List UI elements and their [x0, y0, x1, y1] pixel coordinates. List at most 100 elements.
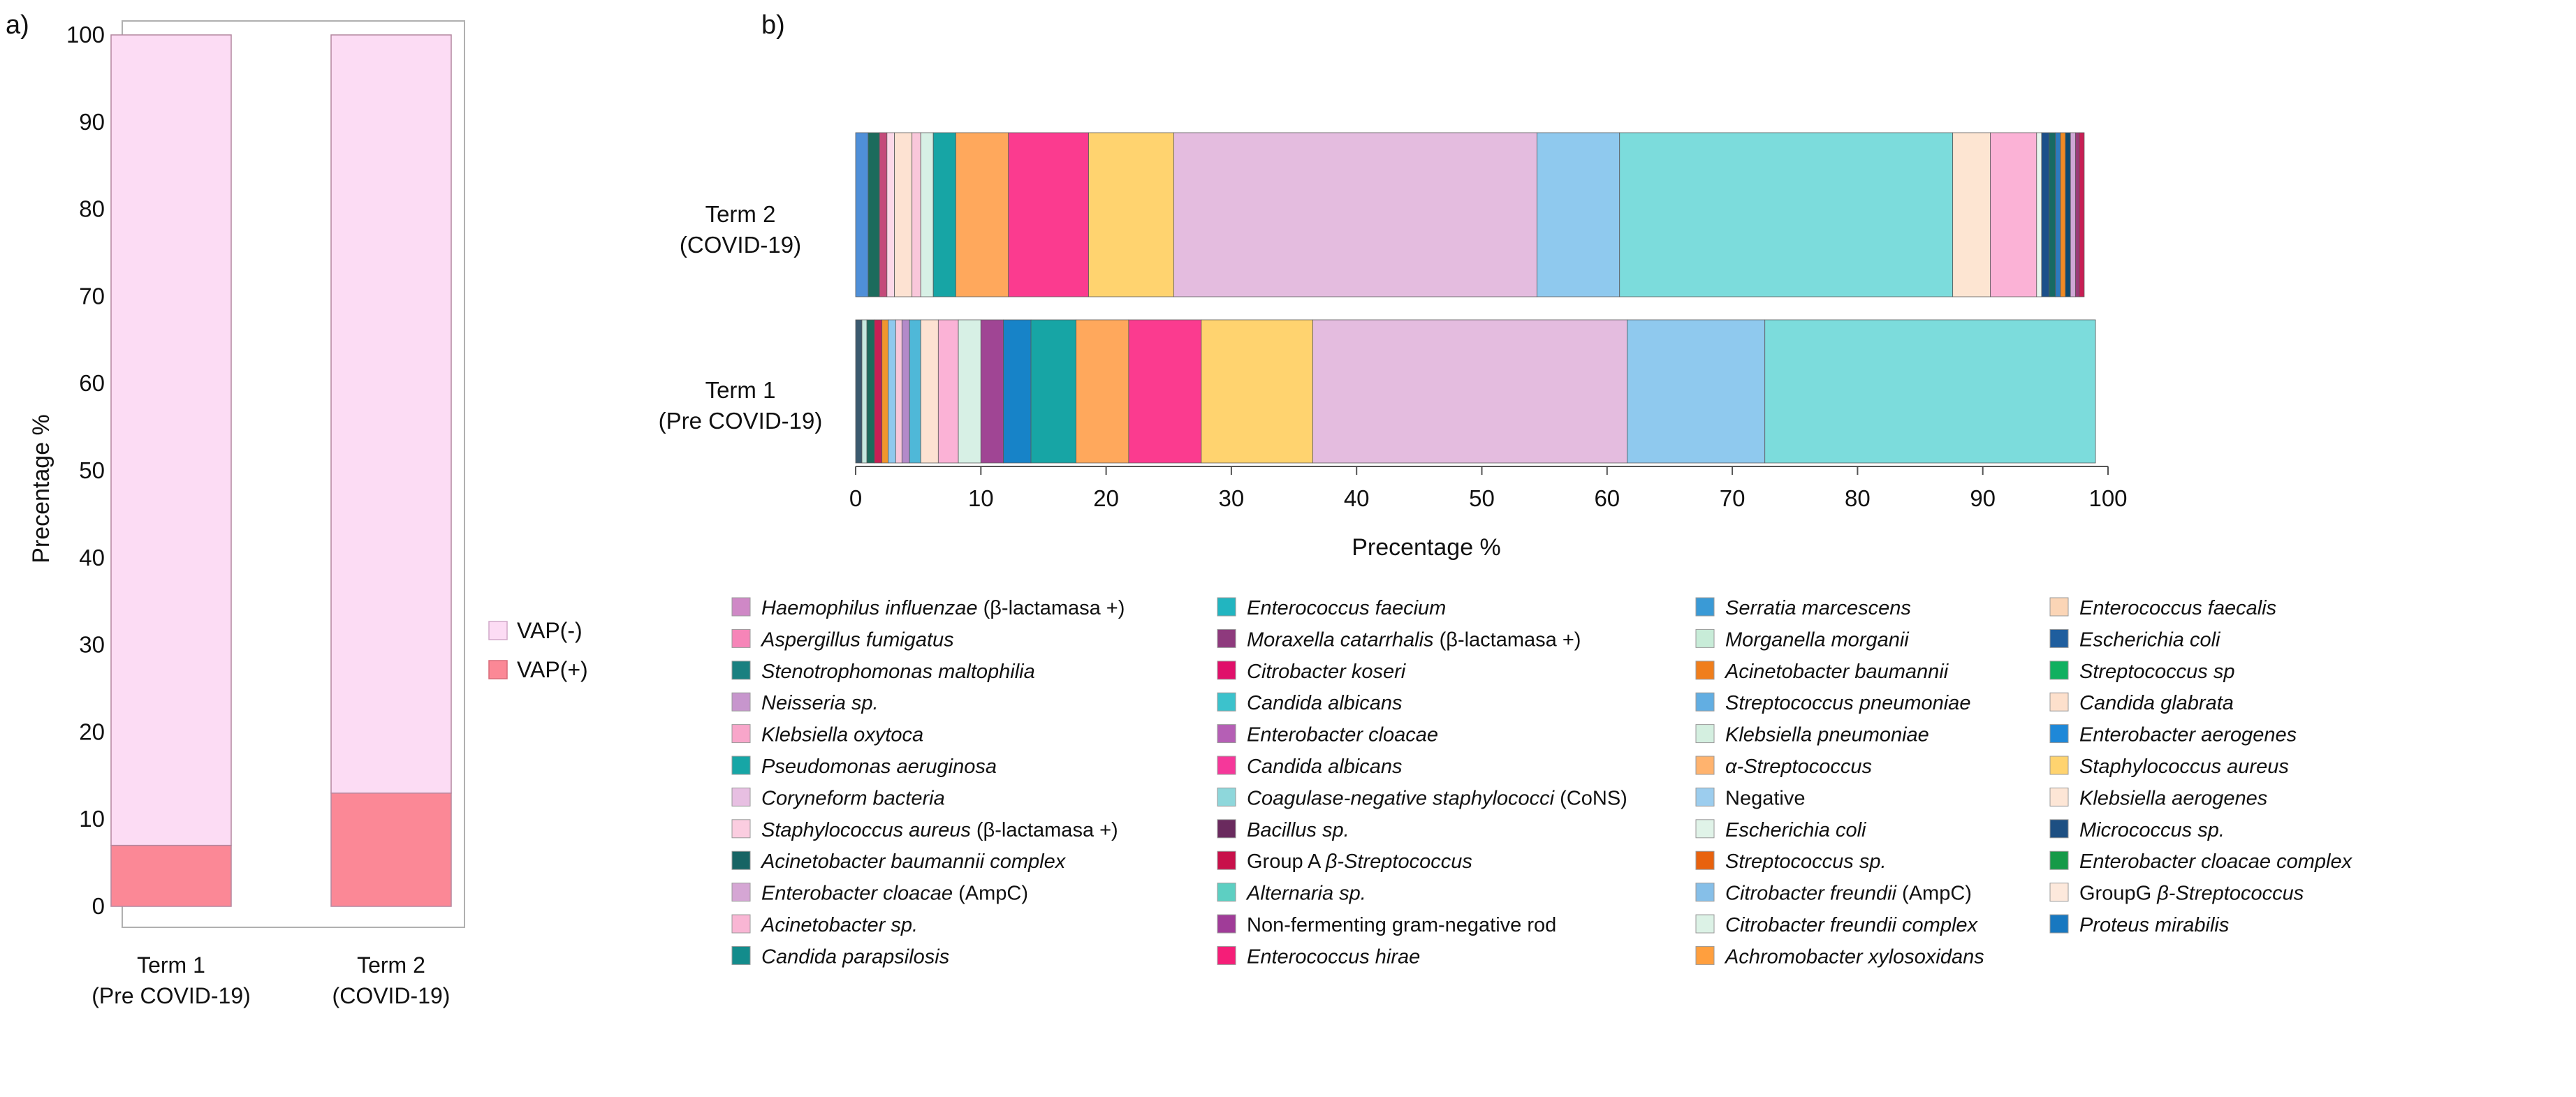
legend-swatch — [1217, 756, 1236, 775]
legend-swatch — [1695, 661, 1715, 680]
legend-label: Streptococcus sp — [2079, 661, 2234, 683]
legend-label: Klebsiella aerogenes — [2079, 787, 2267, 809]
bar-segment — [980, 319, 1004, 464]
legend-label: Morganella morganii — [1725, 628, 1910, 651]
legend-label: Moraxella catarrhalis (β-lactamasa +) — [1247, 628, 1581, 651]
legend-label: Klebsiella pneumoniae — [1725, 724, 1929, 746]
x-tick-label: (Pre COVID-19) — [92, 983, 251, 1008]
y-tick-label: 90 — [79, 109, 105, 135]
legend-label: Candida glabrata — [2079, 692, 2234, 714]
legend-swatch — [1695, 724, 1715, 744]
legend-label: Escherichia coli — [2079, 628, 2221, 651]
legend-label: Serratia marcescens — [1725, 597, 1911, 619]
legend-swatch — [1217, 851, 1236, 870]
panel-a-x-labels: Term 1 (Pre COVID-19) Term 2 (COVID-19) — [92, 952, 450, 1008]
bar-segment — [866, 319, 875, 464]
legend-label: Streptococcus sp. — [1725, 851, 1887, 873]
legend-swatch — [2049, 597, 2069, 617]
legend-swatch — [731, 597, 751, 617]
legend-swatch — [2049, 661, 2069, 680]
legend-swatch — [2049, 914, 2069, 934]
x-tick-label: 0 — [849, 485, 862, 511]
legend-label: Escherichia coli — [1725, 819, 1867, 841]
bar-segment — [2055, 132, 2061, 297]
bar-segment — [1201, 319, 1313, 464]
legend-label: Citrobacter koseri — [1247, 661, 1407, 683]
panel-a-y-axis-label: Precentage % — [28, 414, 54, 564]
bar-segment — [330, 34, 452, 794]
panel-a-y-ticks: 0 10 20 30 40 50 60 70 80 90 100 — [66, 22, 105, 919]
panel-a-legend: VAP(-) VAP(+) — [488, 618, 588, 682]
bar-segment — [110, 844, 232, 907]
legend-swatch — [731, 945, 751, 965]
bar-segment — [920, 319, 939, 464]
legend-swatch — [731, 787, 751, 807]
bar-segment — [1990, 132, 2037, 297]
legend-swatch — [731, 914, 751, 934]
y-tick-label: 60 — [79, 370, 105, 396]
y-tick-label: (COVID-19) — [680, 232, 801, 258]
bar-segment — [1076, 319, 1129, 464]
bar-segment — [855, 132, 869, 297]
legend-swatch — [2049, 883, 2069, 902]
panel-b-legend: Haemophilus influenzae (β-lactamasa +) As… — [731, 597, 2353, 968]
legend-label: Citrobacter freundii complex — [1725, 914, 1979, 936]
legend-swatch — [731, 661, 751, 680]
legend-label: Enterobacter cloacae (AmpC) — [761, 883, 1028, 905]
legend-label: Enterobacter aerogenes — [2079, 724, 2297, 746]
y-tick-label: 80 — [79, 196, 105, 222]
x-tick-label: 60 — [1594, 485, 1620, 511]
legend-swatch — [731, 883, 751, 902]
legend-swatch — [2049, 692, 2069, 712]
legend-swatch — [731, 756, 751, 775]
bar-segment — [1003, 319, 1032, 464]
bar-segment — [2065, 132, 2071, 297]
x-tick-label: 80 — [1845, 485, 1871, 511]
bar-segment — [937, 319, 959, 464]
bar-segment — [2041, 132, 2050, 297]
legend-swatch — [731, 851, 751, 870]
bar-segment — [2036, 132, 2042, 297]
legend-swatch — [2049, 724, 2069, 744]
legend-swatch — [2049, 819, 2069, 839]
x-tick-label: Term 2 — [357, 952, 425, 978]
x-tick-label: 10 — [968, 485, 994, 511]
legend-swatch — [731, 819, 751, 839]
bar-segment — [1619, 132, 1954, 297]
legend-label: Candida albicans — [1247, 692, 1402, 714]
panel-b-y-labels: Term 2 (COVID-19) Term 1 (Pre COVID-19) — [659, 201, 823, 434]
panel-b-bars — [855, 132, 2096, 464]
bar-segment — [1030, 319, 1076, 464]
legend-label: Proteus mirabilis — [2079, 914, 2229, 936]
legend-label: Non-fermenting gram-negative rod — [1247, 914, 1556, 936]
x-tick-label: 20 — [1093, 485, 1119, 511]
bar-segment — [2079, 132, 2085, 297]
bar-segment — [901, 319, 910, 464]
bar-segment — [958, 319, 981, 464]
x-tick-label: Term 1 — [137, 952, 205, 978]
panel-a-label: a) — [6, 10, 29, 40]
bar-segment — [909, 319, 921, 464]
bar-segment — [1627, 319, 1766, 464]
legend-label: Pseudomonas aeruginosa — [761, 756, 997, 778]
bar-segment — [879, 132, 888, 297]
bar-segment — [1173, 132, 1537, 297]
legend-label: Bacillus sp. — [1247, 819, 1349, 841]
legend-swatch — [1217, 724, 1236, 744]
legend-label: Stenotrophomonas maltophilia — [761, 661, 1035, 683]
legend-swatch — [1217, 883, 1236, 902]
x-tick-label: 90 — [1970, 485, 1996, 511]
bar-segment — [874, 319, 883, 464]
bar-segment — [1008, 132, 1089, 297]
legend-label: Acinetobacter baumannii complex — [760, 851, 1067, 873]
bar-segment — [861, 319, 868, 464]
legend-swatch — [1695, 597, 1715, 617]
legend-swatch — [2049, 756, 2069, 775]
bar-segment — [912, 132, 921, 297]
legend-label: GroupG β-Streptococcus — [2079, 883, 2304, 905]
bar-segment — [956, 132, 1009, 297]
legend-swatch — [731, 724, 751, 744]
bar-segment — [330, 793, 452, 907]
legend-label: Streptococcus pneumoniae — [1725, 692, 1970, 714]
legend-label: Citrobacter freundii (AmpC) — [1725, 883, 1972, 905]
